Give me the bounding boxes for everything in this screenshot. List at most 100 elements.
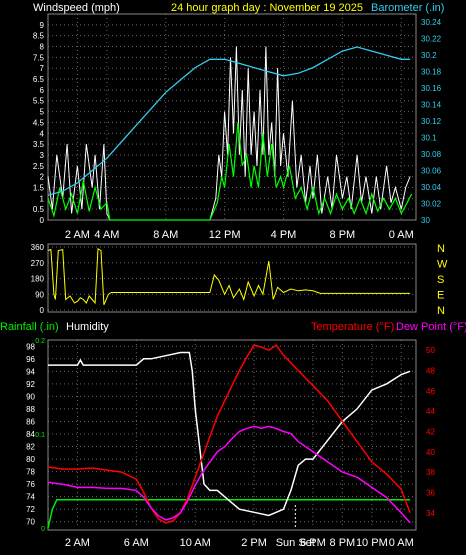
wind-y-tick-label: 8.5 [33,32,45,41]
temperature-y-tick-label: 34 [426,509,435,518]
barometer-y-tick-label: 30.24 [421,18,442,27]
wind-y-tick-label: 4.5 [33,118,45,127]
humidity-x-tick-label: 8 PM [330,537,356,549]
humidity-x-tick-label: 6 PM [300,537,326,549]
barometer-y-tick-label: 30.08 [421,150,442,159]
humidity-y-tick-label: 96 [26,355,35,364]
direction-y-tick-label: 270 [31,259,45,268]
humidity-grid [48,340,416,528]
humidity-x-tick-label: 6 AM [124,537,149,549]
direction-y-tick-label: 180 [31,275,45,284]
wind-x-ticks: 2 AM 4 AM 8 AM 12 PM 4 PM 8 PM 0 AM [65,229,414,241]
rain-y-tick-label: 0 [41,526,45,533]
humidity-x-ticks: 2 AM 6 AM 10 AM 2 PM 6 PM 8 PM 10 PM 0 AM [65,537,414,549]
barometer-y-tick-label: 30.06 [421,167,442,176]
wind-y-tick-label: 0 [40,216,45,225]
wind-y-tick-label: 4 [40,129,45,138]
temperature-y-tick-label: 38 [426,468,435,477]
humidity-x-tick-label: 10 PM [356,537,388,549]
temperature-y-tick-label: 40 [426,448,435,457]
barometer-y-ticks: 30 30.02 30.04 30.06 30.08 30.1 30.12 30.14 30.1… [421,18,442,225]
wind-plot-frame [47,13,417,221]
wind-y-ticks: 0 0.5 1 1.52 2.5 3 3.5 4 4.55 5.5 6 6.5 7 7.58 8.5 9 [33,21,45,225]
temperature-y-ticks: 34 36 38 40 42 44 46 48 50 [426,346,435,518]
wind-axis-label: Windspeed (mph) [33,2,120,14]
barometer-series [47,46,411,196]
wind-x-tick-label: 4 AM [94,229,119,241]
humidity-y-tick-label: 82 [26,443,35,452]
humidity-x-tick-label: 10 AM [180,537,211,549]
wind-x-tick-label: 8 AM [153,229,178,241]
barometer-y-tick-label: 30.04 [421,183,442,192]
humidity-y-ticks: 70 72 74 76 78 80 82 84 86 88 90 92 94 96 98 [26,342,35,526]
humidity-x-tick-label: 0 AM [389,537,414,549]
rain-humidity-temp-panel: Rainfall (.in) Humidity Temperature (°F)… [0,321,466,549]
humidity-y-tick-label: 92 [26,380,35,389]
wind-y-tick-label: 7 [40,64,45,73]
rain-y-tick-label: 0.2 [35,338,45,345]
humidity-plot-frame [47,339,417,531]
humidity-y-tick-label: 90 [26,392,35,401]
sunset-label: Sun Set [276,537,315,549]
humidity-y-tick-label: 84 [26,430,35,439]
barometer-y-tick-label: 30.1 [421,134,437,143]
humidity-y-tick-label: 70 [26,518,35,527]
wind-barometer-panel: Windspeed (mph) 24 hour graph day : Nove… [33,2,444,241]
compass-label: E [437,290,444,302]
wind-grid [48,14,416,221]
wind-gust-series [47,122,413,221]
wind-x-tick-label: 4 PM [271,229,297,241]
barometer-y-tick-label: 30.14 [421,101,442,110]
rain-y-tick-label: 0.1 [35,432,45,439]
temperature-series [47,344,411,524]
wind-y-tick-label: 3.5 [33,140,45,149]
wind-y-tick-label: 6 [40,86,45,95]
wind-x-tick-label: 2 AM [65,229,90,241]
wind-y-tick-label: 5.5 [33,97,45,106]
barometer-y-tick-label: 30.12 [421,117,442,126]
wind-y-tick-label: 5 [40,108,45,117]
rainfall-axis-label: Rainfall (.in) [0,321,59,333]
humidity-y-tick-label: 76 [26,480,35,489]
wind-y-tick-label: 8 [40,43,45,52]
compass-label: N [437,305,445,317]
wind-y-tick-label: 7.5 [33,53,45,62]
wind-x-tick-label: 8 PM [330,229,356,241]
humidity-x-tick-label: 2 AM [65,537,90,549]
temperature-y-tick-label: 50 [426,346,435,355]
barometer-y-tick-label: 30.22 [421,35,442,44]
barometer-y-tick-label: 30.02 [421,200,442,209]
humidity-y-tick-label: 80 [26,455,35,464]
humidity-y-tick-label: 98 [26,342,35,351]
wind-speed-series [47,46,411,221]
humidity-y-tick-label: 78 [26,468,35,477]
barometer-y-tick-label: 30 [421,216,430,225]
direction-plot-frame [47,243,417,313]
humidity-series [48,351,411,517]
compass-label: N [437,243,445,255]
wind-x-tick-label: 12 PM [209,229,241,241]
compass-label: S [437,274,444,286]
temperature-y-tick-label: 46 [426,387,435,396]
wind-x-tick-label: 0 AM [389,229,414,241]
barometer-axis-label: Barometer (.in) [371,2,444,14]
direction-y-tick-label: 0 [40,306,45,315]
temperature-axis-label: Temperature (°F) [311,321,394,333]
humidity-y-tick-label: 86 [26,417,35,426]
rain-y-ticks: 0 0.1 0.2 [35,338,45,533]
wind-y-tick-label: 1 [40,194,45,203]
temperature-y-tick-label: 44 [426,407,435,416]
dewpoint-series [47,425,411,524]
humidity-x-tick-label: 2 PM [241,537,267,549]
wind-y-tick-label: 2.5 [33,162,45,171]
humidity-y-tick-label: 94 [26,367,35,376]
wind-direction-series [47,247,411,305]
humidity-axis-label: Humidity [66,321,109,333]
barometer-y-tick-label: 30.16 [421,84,442,93]
temperature-y-tick-label: 48 [426,366,435,375]
humidity-y-tick-label: 74 [26,493,35,502]
wind-y-tick-label: 1.5 [33,183,45,192]
